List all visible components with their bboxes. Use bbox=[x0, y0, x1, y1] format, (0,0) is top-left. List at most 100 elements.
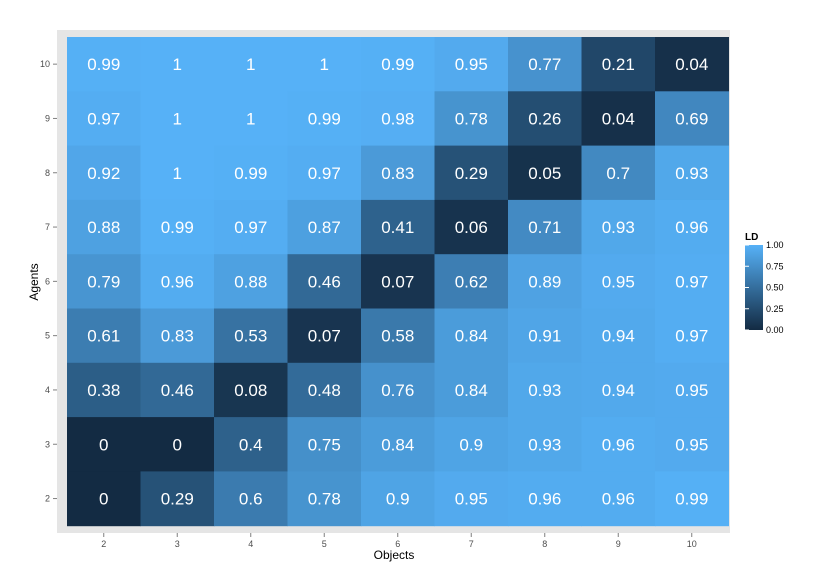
cell-value-label: 0.84 bbox=[381, 435, 414, 454]
y-tick-label: 2 bbox=[45, 494, 50, 504]
heatmap-cell bbox=[214, 199, 288, 255]
cell-value-label: 1 bbox=[173, 109, 182, 128]
legend-colorbar bbox=[745, 245, 763, 330]
heatmap-cell bbox=[361, 91, 435, 147]
heatmap-cell bbox=[67, 362, 141, 418]
heatmap-cell bbox=[508, 254, 582, 309]
cell-value-label: 0.93 bbox=[528, 381, 561, 400]
cell-value-label: 1 bbox=[173, 164, 182, 183]
cell-value-label: 0.84 bbox=[455, 327, 488, 346]
y-tick-label: 3 bbox=[45, 439, 50, 449]
x-axis-title: Objects bbox=[374, 548, 415, 562]
heatmap-cell bbox=[361, 145, 435, 201]
cell-value-label: 0.94 bbox=[602, 381, 635, 400]
heatmap-cell bbox=[581, 37, 656, 92]
legend-break-label: 1.00 bbox=[766, 240, 784, 250]
cell-value-label: 0.9 bbox=[459, 435, 483, 454]
heatmap-cell bbox=[214, 91, 288, 147]
cell-value-label: 1 bbox=[246, 55, 255, 74]
heatmap-cell bbox=[67, 199, 141, 255]
heatmap-cell bbox=[581, 199, 656, 255]
cell-value-label: 0.04 bbox=[602, 109, 635, 128]
cell-value-label: 1 bbox=[246, 109, 255, 128]
heatmap-cell bbox=[140, 91, 215, 147]
y-tick-label: 6 bbox=[45, 276, 50, 286]
heatmap-cell bbox=[434, 37, 509, 92]
cell-value-label: 1 bbox=[320, 55, 329, 74]
heatmap-cell bbox=[434, 471, 509, 527]
heatmap-cell bbox=[655, 91, 729, 147]
cell-value-label: 0.96 bbox=[161, 272, 194, 291]
heatmap-cell bbox=[508, 308, 582, 364]
legend-break-label: 0.25 bbox=[766, 304, 784, 314]
cell-value-label: 0.95 bbox=[675, 435, 708, 454]
cell-value-label: 0.58 bbox=[381, 327, 414, 346]
cell-value-label: 0.99 bbox=[381, 55, 414, 74]
cell-value-label: 0.96 bbox=[602, 490, 635, 509]
cell-value-label: 0.91 bbox=[528, 327, 561, 346]
heatmap-cell bbox=[287, 254, 362, 309]
heatmap-cell bbox=[434, 145, 509, 201]
heatmap-cell bbox=[287, 471, 362, 527]
heatmap-cell bbox=[67, 308, 141, 364]
heatmap-cell bbox=[581, 91, 656, 147]
heatmap-cell bbox=[140, 362, 215, 418]
legend-title: LD bbox=[745, 232, 758, 243]
cell-value-label: 0.93 bbox=[602, 218, 635, 237]
heatmap-cell bbox=[655, 199, 729, 255]
cell-value-label: 0.76 bbox=[381, 381, 414, 400]
cell-value-label: 0.46 bbox=[161, 381, 194, 400]
y-tick-label: 8 bbox=[45, 168, 50, 178]
y-tick-label: 9 bbox=[45, 113, 50, 123]
cell-value-label: 0.99 bbox=[161, 218, 194, 237]
cell-value-label: 0.95 bbox=[455, 490, 488, 509]
cell-value-label: 0.7 bbox=[606, 164, 630, 183]
heatmap-cell bbox=[361, 308, 435, 364]
heatmap-cell bbox=[214, 362, 288, 418]
cell-value-label: 0.9 bbox=[386, 490, 410, 509]
heatmap-cell bbox=[508, 417, 582, 472]
cell-value-label: 0.97 bbox=[675, 272, 708, 291]
cell-value-label: 0.99 bbox=[308, 109, 341, 128]
x-tick-label: 2 bbox=[101, 539, 106, 549]
heatmap-cell bbox=[434, 308, 509, 364]
heatmap-cells: 0.99 1 1 1 0.99 0.95 0.77 0.21 0.04 0.97 1 1 0.99 0.9… bbox=[67, 37, 729, 527]
legend-break-label: 0.75 bbox=[766, 261, 784, 271]
cell-value-label: 1 bbox=[173, 55, 182, 74]
heatmap-cell bbox=[287, 417, 362, 472]
cell-value-label: 0.97 bbox=[87, 109, 120, 128]
heatmap-cell bbox=[434, 254, 509, 309]
cell-value-label: 0.78 bbox=[455, 109, 488, 128]
cell-value-label: 0.75 bbox=[308, 435, 341, 454]
cell-value-label: 0.97 bbox=[308, 164, 341, 183]
y-axis-title: Agents bbox=[27, 263, 41, 300]
x-tick-label: 10 bbox=[687, 539, 697, 549]
cell-value-label: 0.71 bbox=[528, 218, 561, 237]
cell-value-label: 0.06 bbox=[455, 218, 488, 237]
x-tick-label: 3 bbox=[175, 539, 180, 549]
x-tick-label: 7 bbox=[469, 539, 474, 549]
heatmap-cell bbox=[655, 308, 729, 364]
heatmap-cell bbox=[67, 91, 141, 147]
heatmap-cell bbox=[140, 308, 215, 364]
heatmap-cell bbox=[581, 417, 656, 472]
cell-value-label: 0.07 bbox=[381, 272, 414, 291]
heatmap-cell bbox=[655, 471, 729, 527]
cell-value-label: 0.26 bbox=[528, 109, 561, 128]
heatmap-cell bbox=[655, 37, 729, 92]
cell-value-label: 0.88 bbox=[234, 272, 267, 291]
cell-value-label: 0.79 bbox=[87, 272, 120, 291]
legend-break-label: 0.50 bbox=[766, 283, 784, 293]
cell-value-label: 0.99 bbox=[234, 164, 267, 183]
heatmap-cell bbox=[214, 471, 288, 527]
cell-value-label: 0.84 bbox=[455, 381, 488, 400]
heatmap-cell bbox=[140, 254, 215, 309]
heatmap-cell bbox=[287, 145, 362, 201]
cell-value-label: 0.83 bbox=[161, 327, 194, 346]
heatmap-cell bbox=[140, 199, 215, 255]
heatmap-cell bbox=[214, 308, 288, 364]
heatmap-cell bbox=[214, 145, 288, 201]
cell-value-label: 0.62 bbox=[455, 272, 488, 291]
cell-value-label: 0.4 bbox=[239, 435, 263, 454]
heatmap-cell bbox=[508, 145, 582, 201]
